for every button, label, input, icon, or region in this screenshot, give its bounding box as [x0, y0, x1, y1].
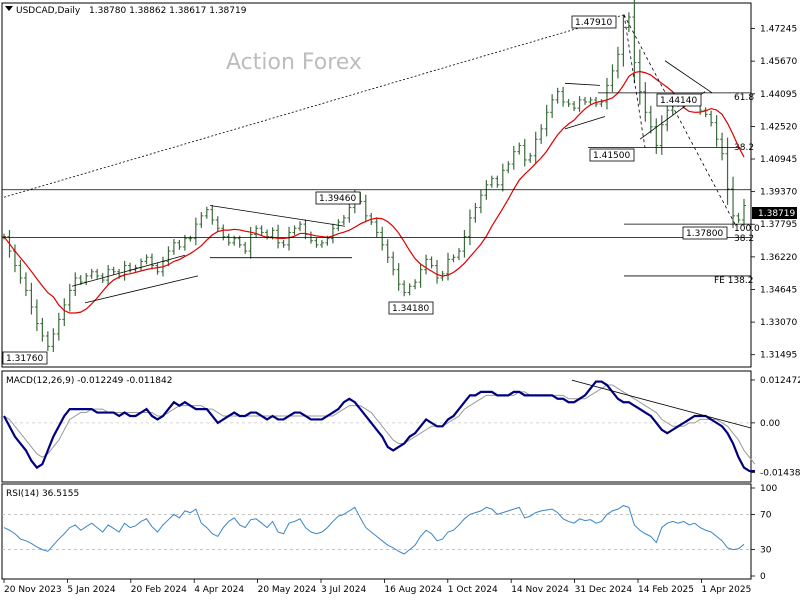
- date-tick-label: 14 Nov 2024: [511, 585, 569, 595]
- symbol-label: USDCAD,Daily: [16, 6, 81, 16]
- axes-layer: 1.47245 1.45670 1.44095 1.42520 1.40945 1.393…: [3, 25, 800, 595]
- date-tick-label: 1 Apr 2025: [701, 585, 751, 595]
- price-tick-label: 1.37795: [760, 220, 797, 230]
- date-tick-label: 1 Oct 2024: [448, 585, 498, 595]
- rsi-series-layer: [2, 505, 751, 555]
- price-tick-label: 1.45670: [760, 57, 797, 67]
- date-tick-label: 20 May 2024: [258, 585, 317, 595]
- macd-tick-label: 0.012472: [760, 376, 800, 386]
- pivot-label: 1.44140: [660, 96, 697, 106]
- macd-tick-label: -0.014389: [760, 468, 800, 478]
- macd-panel-frame: [1, 370, 752, 483]
- price-tick-label: 1.34645: [760, 285, 797, 295]
- price-tick-label: 1.42520: [760, 122, 797, 132]
- price-tick-label: 1.40945: [760, 155, 797, 165]
- watermark: Action Forex: [226, 50, 362, 75]
- pivot-label: 1.34180: [392, 304, 429, 314]
- macd-trendline: [571, 379, 752, 429]
- date-tick-label: 20 Nov 2023: [4, 585, 62, 595]
- price-tick-label: 1.31495: [760, 351, 797, 361]
- fib-38-2-lower-label: 38.2: [734, 234, 754, 244]
- date-tick-label: 5 Jan 2024: [67, 585, 115, 595]
- pivot-label-box: [2, 351, 48, 365]
- rsi-line: [3, 505, 745, 555]
- rsi-tick-label: 70: [760, 510, 772, 520]
- rsi-title: RSI(14) 36.5155: [6, 489, 79, 499]
- fib-61-8-label: 61.8: [734, 93, 754, 103]
- price-panel-frame: [1, 2, 752, 368]
- pivot-label: 1.31760: [6, 354, 43, 364]
- price-tick-label: 1.47245: [760, 25, 797, 35]
- ohlc-readout: 1.38780 1.38862 1.38617 1.38719: [89, 6, 247, 16]
- channel-lower: [84, 275, 199, 304]
- date-tick-label: 31 Dec 2024: [575, 585, 633, 595]
- triangle-upper: [209, 205, 346, 227]
- price-series-layer: 1.31760 1.39460 1.34180 1.47910 1.41500 1.441…: [2, 0, 751, 365]
- rsi-tick-label: 0: [760, 572, 766, 582]
- pivot-label-box: [571, 15, 617, 29]
- macd-main-line: [3, 380, 755, 473]
- price-tick-label: 1.36220: [760, 253, 797, 263]
- rsi-tick-label: 30: [760, 546, 772, 556]
- fib-100-label: 100.0: [734, 224, 760, 234]
- current-price-label: 1.38719: [758, 209, 795, 219]
- date-tick-label: 16 Aug 2024: [384, 585, 442, 595]
- current-price-tag: [752, 207, 797, 219]
- pivot-label: 1.41500: [593, 151, 630, 161]
- rsi-tick-label: 100: [760, 484, 777, 494]
- macd-series-layer: [2, 379, 756, 473]
- fib-38-2-label: 38.2: [734, 143, 754, 153]
- moving-average-line: [3, 70, 745, 314]
- wedge-upper: [664, 60, 713, 94]
- flag-lower: [564, 116, 606, 130]
- price-tick-label: 1.33070: [760, 318, 797, 328]
- flag-upper: [564, 82, 601, 86]
- pivot-label-box: [315, 191, 361, 205]
- pivot-label-box: [589, 148, 635, 162]
- price-tick-label: 1.39370: [760, 188, 797, 198]
- date-tick-label: 4 Apr 2024: [194, 585, 244, 595]
- date-tick-label: 20 Feb 2024: [131, 585, 187, 595]
- pivot-label-box: [388, 301, 434, 315]
- drop-dotted-line: [623, 14, 646, 148]
- pivot-label: 1.47910: [575, 18, 612, 28]
- pivot-label-box: [682, 226, 728, 240]
- dropdown-triangle-icon[interactable]: [5, 6, 13, 11]
- date-tick-label: 3 Jul 2024: [321, 585, 366, 595]
- macd-tick-label: 0.00: [760, 419, 780, 429]
- macd-title: MACD(12,26,9) -0.012249 -0.011842: [6, 376, 172, 386]
- pivot-label-box: [656, 93, 702, 107]
- rsi-panel-frame: [1, 483, 752, 580]
- channel-upper: [71, 254, 186, 287]
- price-tick-label: 1.44095: [760, 90, 797, 100]
- pivot-label: 1.39460: [319, 194, 356, 204]
- date-tick-label: 14 Feb 2025: [638, 585, 694, 595]
- fe-138-2-label: FE 138.2: [714, 276, 754, 286]
- pivot-label: 1.37800: [686, 229, 723, 239]
